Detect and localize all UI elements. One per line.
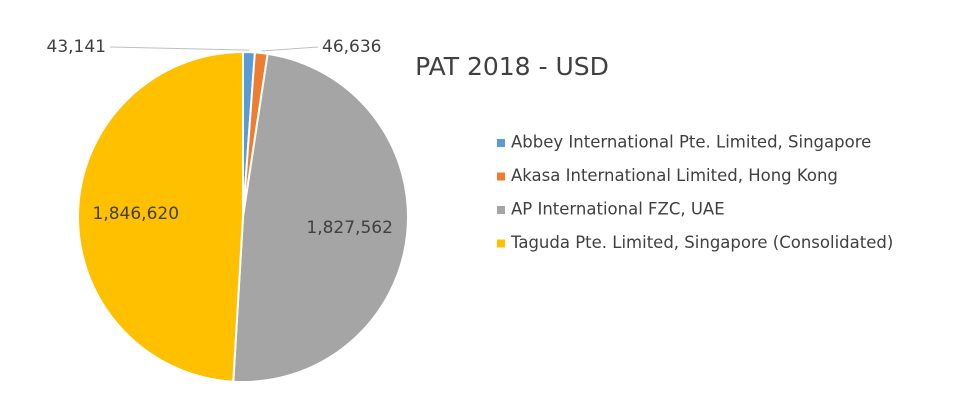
- legend-label: AP International FZC, UAE: [511, 200, 725, 219]
- pie-slice: [232, 52, 409, 383]
- legend-swatch: [497, 139, 505, 147]
- data-label: 43,141: [47, 37, 106, 57]
- data-label: 46,636: [322, 37, 381, 57]
- legend-swatch: [497, 172, 505, 181]
- legend-swatch: [497, 239, 505, 248]
- legend-label: Taguda Pte. Limited, Singapore (Consolid…: [510, 233, 893, 252]
- legend-label: Abbey International Pte. Limited, Singap…: [511, 133, 871, 152]
- leader-line: [109, 46, 250, 51]
- chart-title: PAT 2018 - USD: [415, 52, 609, 81]
- legend-swatch: [497, 206, 505, 214]
- leader-line: [261, 46, 319, 52]
- legend-label: Akasa International Limited, Hong Kong: [511, 166, 838, 185]
- data-label: 1,846,620: [93, 204, 180, 224]
- data-label: 1,827,562: [306, 218, 393, 238]
- pie-slice: [77, 50, 244, 383]
